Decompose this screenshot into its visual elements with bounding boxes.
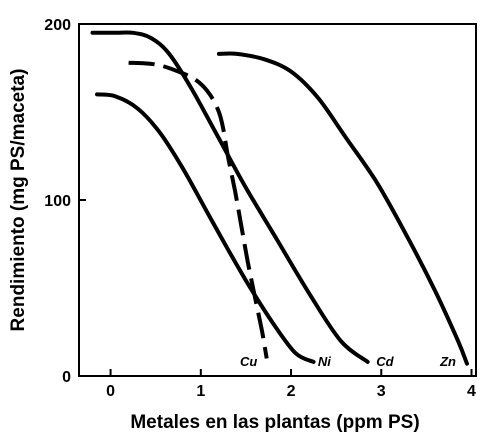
x-tick-label: 2 (287, 383, 296, 400)
y-axis-title: Rendimiento (mg PS/maceta) (8, 69, 29, 332)
series-line-zn (216, 51, 469, 366)
curves (90, 30, 469, 366)
series-line-cu (128, 60, 269, 359)
axes (78, 23, 477, 377)
annotations: Cu Ni Cd Zn (240, 354, 456, 369)
y-tick-label: 200 (44, 17, 71, 34)
x-tick-label: 1 (196, 383, 205, 400)
y-tick-label: 0 (62, 369, 71, 386)
x-tick-label: 4 (467, 383, 476, 400)
x-axis-title: Metales en las plantas (ppm PS) (130, 412, 419, 433)
curve-label-cu: Cu (240, 354, 257, 369)
curve-label-cd: Cd (376, 354, 394, 369)
ticks: 0 1 2 3 4 0 100 200 (44, 17, 476, 400)
x-tick-label: 0 (106, 383, 115, 400)
series-line-cd (90, 30, 370, 364)
curve-label-ni: Ni (318, 354, 331, 369)
x-tick-label: 3 (377, 383, 386, 400)
plot-frame (78, 23, 477, 377)
curve-label-zn: Zn (439, 354, 456, 369)
series-line-ni (95, 92, 316, 364)
y-tick-label: 100 (44, 193, 71, 210)
